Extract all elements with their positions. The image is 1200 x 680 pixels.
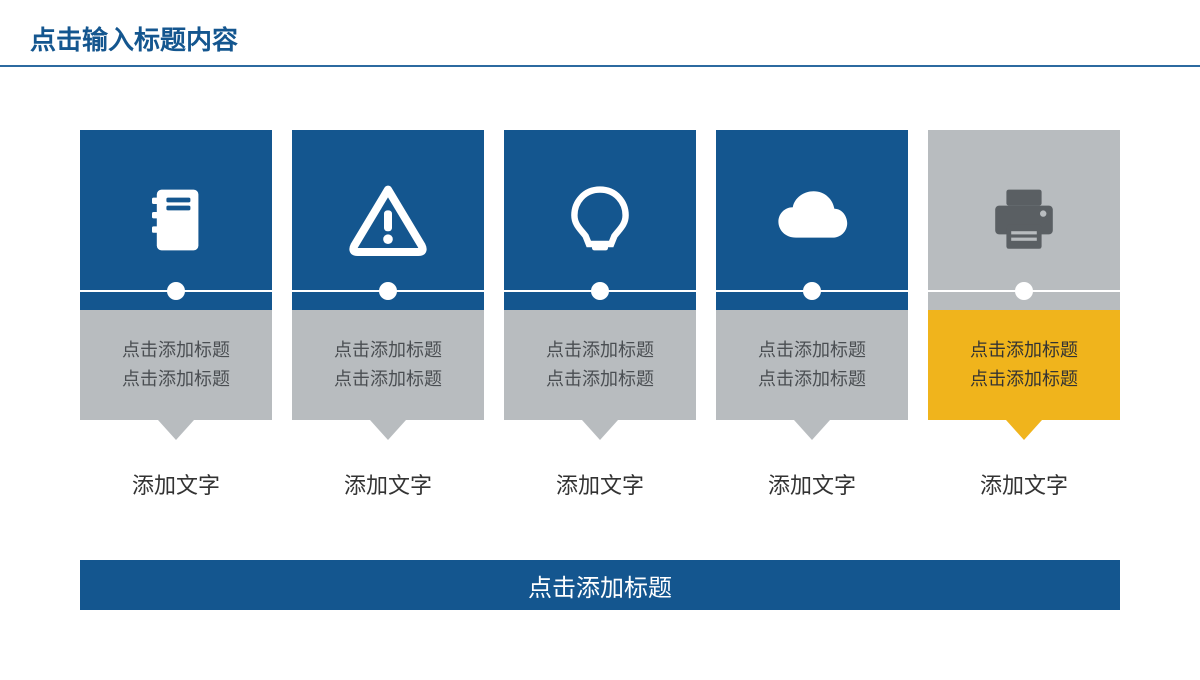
card-bottom-label[interactable]: 添加文字 [504, 468, 696, 500]
card-1[interactable]: 点击添加标题点击添加标题添加文字 [80, 130, 272, 500]
card-arrow [794, 420, 830, 440]
card-2[interactable]: 点击添加标题点击添加标题添加文字 [292, 130, 484, 500]
card-bottom-label[interactable]: 添加文字 [292, 468, 484, 500]
card-bottom-label[interactable]: 添加文字 [928, 468, 1120, 500]
card-arrow [158, 420, 194, 440]
card-line2: 点击添加标题 [334, 365, 442, 394]
notebook-icon [136, 180, 216, 260]
card-line2: 点击添加标题 [970, 365, 1078, 394]
card-arrow [370, 420, 406, 440]
card-bottom-label[interactable]: 添加文字 [716, 468, 908, 500]
card-text-panel[interactable]: 点击添加标题点击添加标题 [928, 310, 1120, 420]
card-text-panel[interactable]: 点击添加标题点击添加标题 [504, 310, 696, 420]
card-arrow [582, 420, 618, 440]
card-line2: 点击添加标题 [758, 365, 866, 394]
card-line1: 点击添加标题 [546, 336, 654, 365]
timeline-dot [379, 282, 397, 300]
card-line1: 点击添加标题 [970, 336, 1078, 365]
cards-row: 点击添加标题点击添加标题添加文字点击添加标题点击添加标题添加文字点击添加标题点击… [80, 130, 1120, 500]
timeline-dot [1015, 282, 1033, 300]
card-line1: 点击添加标题 [758, 336, 866, 365]
card-line1: 点击添加标题 [122, 336, 230, 365]
cloud-icon [772, 180, 852, 260]
warning-icon [348, 180, 428, 260]
timeline-dot [591, 282, 609, 300]
timeline-line [80, 290, 1120, 292]
bottom-bar-text: 点击添加标题 [528, 568, 672, 603]
slide-title[interactable]: 点击输入标题内容 [30, 20, 1170, 57]
timeline-dot [803, 282, 821, 300]
card-line2: 点击添加标题 [546, 365, 654, 394]
cards-container: 点击添加标题点击添加标题添加文字点击添加标题点击添加标题添加文字点击添加标题点击… [80, 130, 1120, 500]
card-text-panel[interactable]: 点击添加标题点击添加标题 [80, 310, 272, 420]
card-text-panel[interactable]: 点击添加标题点击添加标题 [292, 310, 484, 420]
timeline-dot [167, 282, 185, 300]
card-5[interactable]: 点击添加标题点击添加标题添加文字 [928, 130, 1120, 500]
card-line1: 点击添加标题 [334, 336, 442, 365]
card-3[interactable]: 点击添加标题点击添加标题添加文字 [504, 130, 696, 500]
card-4[interactable]: 点击添加标题点击添加标题添加文字 [716, 130, 908, 500]
card-arrow [1006, 420, 1042, 440]
card-text-panel[interactable]: 点击添加标题点击添加标题 [716, 310, 908, 420]
card-bottom-label[interactable]: 添加文字 [80, 468, 272, 500]
title-divider [0, 65, 1200, 67]
printer-icon [984, 180, 1064, 260]
card-line2: 点击添加标题 [122, 365, 230, 394]
bulb-icon [560, 180, 640, 260]
slide-title-bar: 点击输入标题内容 [0, 0, 1200, 65]
bottom-bar[interactable]: 点击添加标题 [80, 560, 1120, 610]
